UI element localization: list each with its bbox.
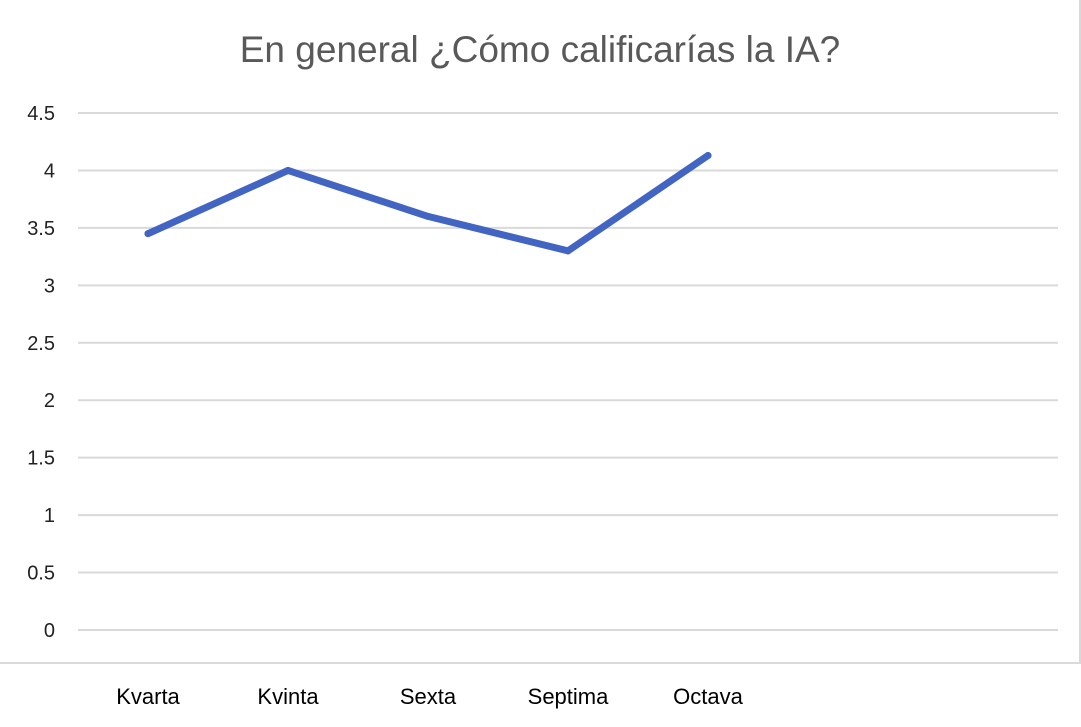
data-point [704,152,712,160]
y-tick-label: 3 [44,275,55,297]
y-tick-label: 2.5 [27,333,55,355]
gridlines [78,112,1058,631]
y-tick-label: 4.5 [27,103,55,125]
chart-title: En general ¿Cómo calificarías la IA? [240,29,841,70]
y-tick-label: 4 [44,160,55,182]
y-axis-ticks: 0 0.5 1 1.5 2 2.5 3 3.5 4 4.5 [27,103,55,642]
y-tick-label: 1 [44,505,55,527]
x-category-label: Octava [673,684,743,709]
chart-frame [0,0,1081,664]
data-point [424,212,432,220]
y-tick-label: 1.5 [27,448,55,470]
y-tick-label: 2 [44,390,55,412]
x-category-label: Sexta [400,684,457,709]
x-axis-categories: Kvarta Kvinta Sexta Septima Octava [116,684,743,709]
data-point [284,166,292,174]
x-category-label: Kvinta [257,684,319,709]
data-point [564,247,572,255]
y-tick-label: 0.5 [27,563,55,585]
data-point [144,230,152,238]
x-category-label: Septima [528,684,609,709]
y-tick-label: 0 [44,620,55,642]
series-layer [144,152,712,255]
x-category-label: Kvarta [116,684,180,709]
y-tick-label: 3.5 [27,218,55,240]
